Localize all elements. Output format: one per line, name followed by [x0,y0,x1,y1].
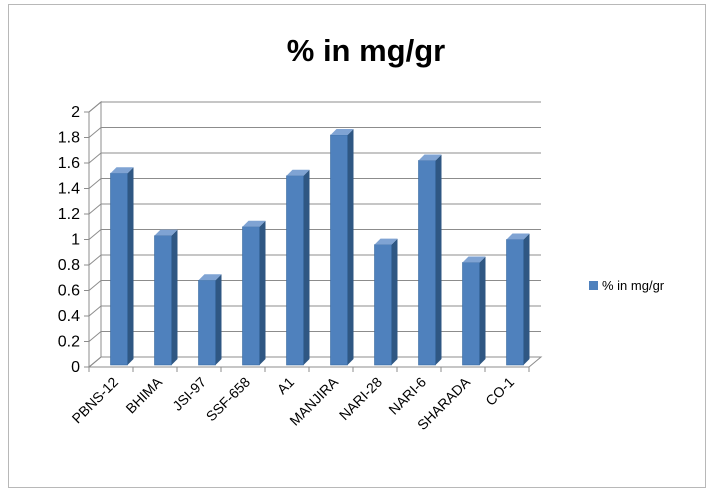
y-tick-label: 1.4 [58,181,80,198]
y-tick-label: 2 [71,104,80,121]
bar-side [127,167,134,365]
y-tick-label: 0.4 [58,308,80,325]
bar-front [286,175,304,366]
bar-top [462,256,486,263]
gridline-side [88,229,102,240]
gridline-side [88,305,102,317]
bar-front [462,262,480,366]
bar-front [154,235,172,366]
chart-frame: % in mg/gr 0 0.2 0.4 0.6 0.8 1 1.2 1.4 1.6 1.8 2 P… [8,4,706,488]
bar-front [110,172,128,366]
bar-top [154,229,178,236]
y-tick-label: 0.6 [58,283,80,300]
x-tick-label: JSI-97 [169,374,209,414]
x-tick-label: NARI-6 [385,374,429,418]
bar-front [418,160,436,366]
bar-side [435,154,442,365]
gridline-side [88,203,102,215]
bar-side [171,229,178,365]
bar-side [259,220,266,365]
bar-top [286,169,310,176]
bar-side [347,128,354,365]
y-tick-label: 1.8 [58,130,80,147]
bar-series [110,128,530,366]
bar [506,233,530,366]
y-tick-label: 0.8 [58,257,80,274]
bar [198,274,222,366]
y-tick-label: 1.2 [58,206,80,223]
bar [286,169,310,366]
legend: % in mg/gr [589,278,665,293]
bar-side [303,169,310,365]
bar-top [242,220,266,227]
x-tick-label: MANJIRA [286,373,341,428]
gridline-side [88,101,102,113]
y-tick-label: 1.6 [58,155,80,172]
x-tick-label: PBNS-12 [69,374,122,427]
gridline-side [88,356,102,368]
bar-top [374,238,398,245]
x-tick-label: CO-1 [482,374,517,409]
bar [418,154,442,366]
bar-top [330,128,354,135]
bar-top [110,167,134,174]
gridline-side [88,280,102,291]
gridline-side [88,331,102,342]
bar-front [330,134,348,366]
legend-swatch [589,281,598,290]
bar-side [523,233,530,365]
bar-top [418,154,442,161]
bar-side [391,238,398,365]
y-tick-label: 0.2 [58,334,80,351]
y-tick-label: 0 [71,359,80,376]
bar [330,128,354,366]
bar-side [215,274,222,365]
gridline-side [88,127,102,138]
bar [242,220,266,366]
y-axis: 0 0.2 0.4 0.6 0.8 1 1.2 1.4 1.6 1.8 2 [58,104,90,376]
x-tick-label: SSF-658 [203,374,254,425]
gridline-side [88,254,102,266]
bar-front [506,239,524,366]
x-tick-label: NARI-28 [336,374,385,423]
bar [154,229,178,366]
bar-top [506,233,530,240]
bar-side [479,256,486,365]
bar [462,256,486,366]
chart-title: % in mg/gr [287,33,445,68]
bar-front [198,279,216,366]
chart: % in mg/gr 0 0.2 0.4 0.6 0.8 1 1.2 1.4 1.6 1.8 2 P… [58,33,665,433]
bar-front [242,226,260,366]
bar-front [374,244,392,366]
bar [374,238,398,366]
x-tick-label: BHIMA [122,373,165,416]
gridline-side [88,152,102,164]
y-tick-label: 1 [71,232,80,249]
x-tick-label: A1 [274,374,298,398]
legend-label: % in mg/gr [602,278,665,293]
gridline-side [88,178,102,189]
bar-top [198,274,222,281]
bar [110,167,134,366]
